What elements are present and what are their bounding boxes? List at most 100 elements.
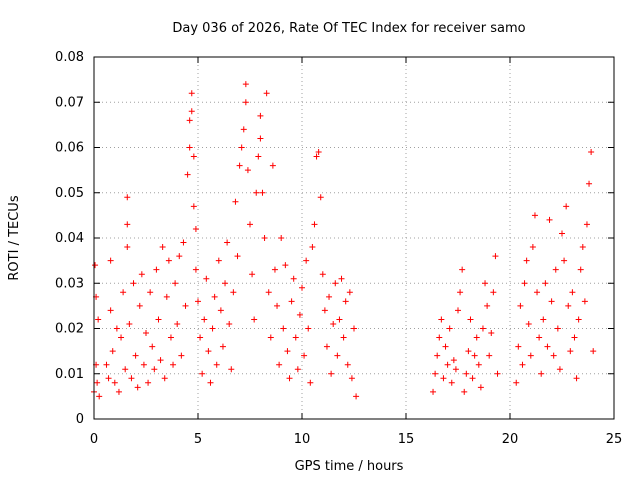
data-point [296, 311, 303, 318]
chart-title: Day 036 of 2026, Rate Of TEC Index for r… [172, 21, 525, 36]
data-point [590, 348, 597, 355]
data-point [583, 221, 590, 228]
data-point [319, 271, 326, 278]
data-point [230, 289, 237, 296]
data-point [450, 357, 457, 364]
data-point [249, 271, 256, 278]
data-point [176, 253, 183, 260]
data-point [174, 320, 181, 327]
data-point [195, 298, 201, 305]
data-point [336, 316, 343, 323]
data-point [457, 289, 464, 296]
data-point [294, 366, 301, 373]
data-point [222, 280, 229, 287]
data-point [440, 375, 447, 382]
data-point [113, 325, 120, 332]
data-point [145, 379, 152, 386]
data-point [586, 180, 593, 187]
data-point [432, 370, 439, 377]
data-point [461, 388, 468, 395]
data-point [155, 316, 162, 323]
data-point [571, 334, 578, 341]
data-point [546, 216, 553, 223]
data-point [140, 361, 147, 368]
data-point [124, 194, 131, 201]
data-point [118, 334, 125, 341]
data-point [238, 144, 245, 151]
data-point [95, 316, 102, 323]
data-point [130, 280, 137, 287]
data-point [159, 244, 166, 251]
x-axis-ticks: 0 5 10 15 20 25 [90, 57, 622, 447]
data-point [136, 302, 143, 309]
data-point [105, 375, 112, 382]
data-point [569, 289, 576, 296]
y-tick-label: 0.04 [55, 231, 84, 246]
data-point [527, 352, 534, 359]
x-tick-label: 0 [90, 432, 98, 447]
data-point [226, 320, 233, 327]
data-point [536, 334, 543, 341]
data-point [282, 262, 289, 269]
data-point [475, 361, 482, 368]
data-point [163, 293, 170, 300]
data-point [172, 280, 179, 287]
data-point [513, 379, 520, 386]
data-point [565, 302, 572, 309]
data-point [479, 325, 486, 332]
data-point [284, 348, 291, 355]
x-tick-label: 5 [194, 432, 202, 447]
data-point [315, 149, 322, 156]
data-points [91, 81, 597, 400]
data-point [115, 388, 122, 395]
data-point [559, 230, 565, 237]
data-point [292, 334, 299, 341]
data-point [577, 266, 584, 273]
data-point [286, 375, 293, 382]
data-point [165, 257, 172, 264]
data-point [563, 203, 570, 210]
data-point [436, 334, 443, 341]
data-point [232, 198, 239, 205]
data-point [561, 257, 568, 264]
data-point [269, 162, 276, 169]
data-point [484, 302, 491, 309]
y-tick-label: 0.01 [55, 367, 84, 382]
data-point [180, 239, 187, 246]
data-point [182, 302, 189, 309]
data-point [323, 343, 330, 350]
data-point [446, 325, 453, 332]
data-point [482, 280, 489, 287]
data-point [448, 379, 455, 386]
data-point [190, 153, 197, 160]
data-point [205, 348, 212, 355]
data-point [342, 298, 349, 305]
data-point [490, 289, 497, 296]
data-point [134, 384, 141, 391]
data-point [280, 325, 287, 332]
data-point [107, 257, 114, 264]
data-point [348, 375, 355, 382]
data-point [224, 239, 231, 246]
data-point [149, 343, 156, 350]
data-point [234, 253, 241, 260]
data-point [143, 330, 149, 337]
data-point [309, 244, 316, 251]
data-point [542, 280, 549, 287]
data-point [515, 343, 522, 350]
data-point [122, 366, 129, 373]
data-point [544, 343, 551, 350]
data-point [538, 370, 545, 377]
data-point [290, 275, 297, 282]
y-tick-label: 0.03 [55, 276, 84, 291]
data-point [184, 171, 191, 178]
data-point [317, 194, 324, 201]
data-point [444, 361, 451, 368]
data-point [199, 370, 206, 377]
data-point [207, 379, 214, 386]
data-point [438, 316, 445, 323]
x-tick-label: 25 [606, 432, 623, 447]
data-point [120, 289, 127, 296]
